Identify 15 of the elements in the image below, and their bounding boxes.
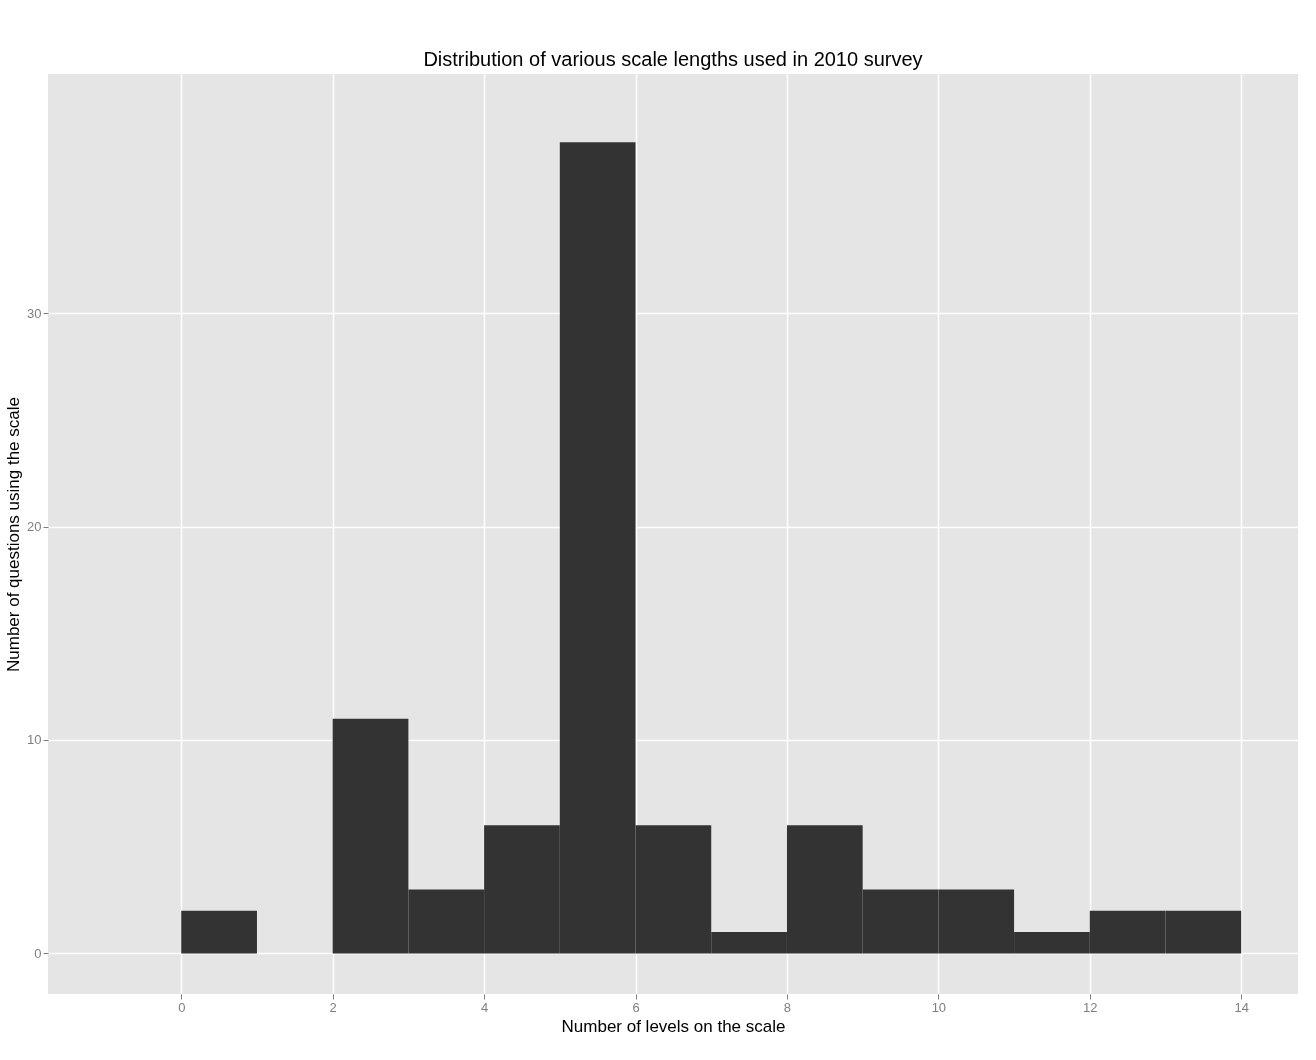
y-tick-label: 20 (27, 519, 42, 535)
y-tick-label: 30 (27, 305, 42, 321)
x-tick-label: 10 (931, 999, 947, 1015)
x-tick-label: 6 (632, 999, 640, 1015)
y-axis-title: Number of questions using the scale (4, 397, 24, 672)
x-tick-label: 8 (783, 999, 792, 1015)
x-tick-label: 12 (1083, 999, 1098, 1015)
x-tick-label: 4 (480, 999, 489, 1015)
y-tick-label: 10 (27, 732, 42, 748)
chart-title: Distribution of various scale lengths used in 2010 survey (423, 48, 923, 70)
y-tick-label: 0 (34, 945, 42, 961)
x-tick-label: 2 (329, 999, 337, 1015)
x-tick-label: 0 (178, 999, 186, 1015)
x-axis-title: Number of levels on the scale (561, 1016, 786, 1036)
x-tick-label: 14 (1234, 999, 1249, 1015)
